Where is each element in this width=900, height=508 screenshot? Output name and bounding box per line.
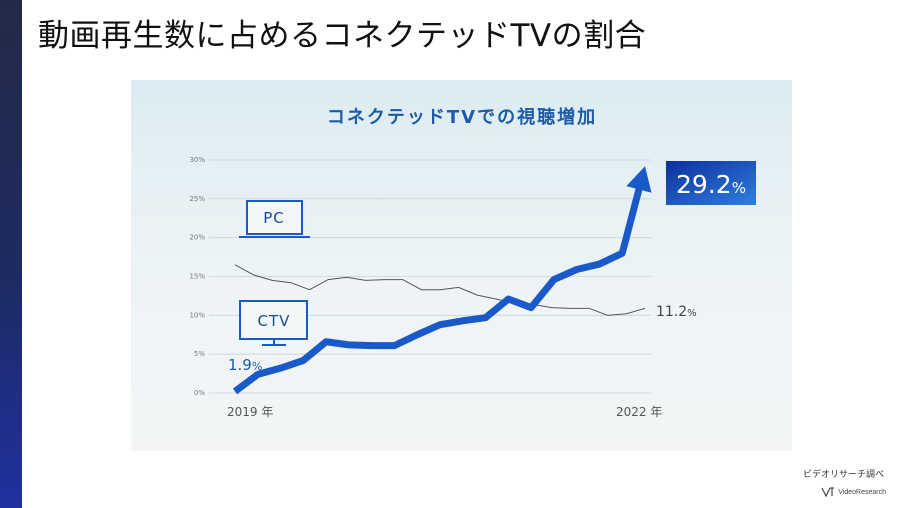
chart-title: コネクテッドTVでの視聴増加 bbox=[327, 106, 597, 128]
ctv-end-badge bbox=[666, 161, 756, 205]
ctv-start-annotation: 1.9% bbox=[228, 356, 262, 374]
videoresearch-logo-icon bbox=[821, 487, 835, 497]
y-tick-label: 20% bbox=[189, 234, 205, 242]
y-tick-label: 0% bbox=[194, 389, 205, 397]
y-tick-label: 25% bbox=[189, 195, 205, 203]
pc-legend: PC bbox=[239, 200, 310, 238]
pc-legend-label: PC bbox=[263, 209, 285, 227]
pc-series-line bbox=[234, 264, 646, 316]
chart-svg: コネクテッドTVでの視聴増加 0% 5% 10% 15% 20% 25% 30% PC CT… bbox=[189, 106, 756, 419]
ctv-legend: CTV bbox=[239, 300, 308, 346]
ctv-end-annotation: 29.2% bbox=[676, 170, 746, 199]
ctv-legend-label: CTV bbox=[258, 312, 291, 330]
left-accent-bar bbox=[0, 0, 22, 508]
y-tick-label: 15% bbox=[189, 273, 205, 281]
pc-end-annotation: 11.2% bbox=[656, 304, 697, 320]
chart-panel: コネクテッドTVでの視聴増加 0% 5% 10% 15% 20% 25% 30% PC CT… bbox=[131, 80, 792, 451]
videoresearch-logo: VideoResearch bbox=[821, 487, 886, 497]
ctv-legend-icon bbox=[239, 300, 308, 340]
ctv-series-line bbox=[232, 186, 643, 395]
pc-legend-icon bbox=[246, 200, 303, 235]
slide-title: 動画再生数に占めるコネクテッドTVの割合 bbox=[38, 18, 647, 54]
y-tick-label: 10% bbox=[189, 311, 205, 319]
y-tick-label: 5% bbox=[194, 350, 205, 358]
videoresearch-logo-text: VideoResearch bbox=[838, 488, 886, 496]
x-label-start: 2019 年 bbox=[227, 405, 273, 419]
source-note: ビデオリサーチ調べ bbox=[802, 470, 884, 480]
ctv-arrowhead bbox=[626, 166, 652, 193]
y-tick-label: 30% bbox=[189, 156, 205, 164]
x-label-end: 2022 年 bbox=[616, 405, 662, 419]
